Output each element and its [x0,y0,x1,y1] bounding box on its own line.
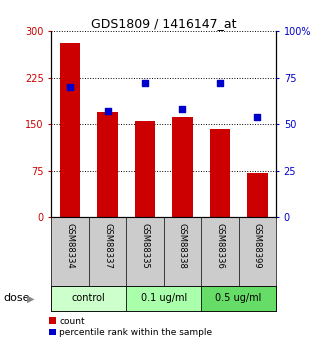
Point [67,84,73,90]
Point [217,80,222,86]
Text: GSM88334: GSM88334 [65,223,74,269]
Text: GSM88337: GSM88337 [103,223,112,269]
Point [143,80,148,86]
Text: GSM88399: GSM88399 [253,223,262,268]
Point [105,108,110,114]
Bar [135,121,155,217]
Legend: count, percentile rank within the sample: count, percentile rank within the sample [49,317,213,337]
Bar [60,43,80,217]
Point [180,107,185,112]
Title: GDS1809 / 1416147_at: GDS1809 / 1416147_at [91,17,237,30]
Text: 0.5 ug/ml: 0.5 ug/ml [215,294,262,303]
Text: GSM88338: GSM88338 [178,223,187,269]
Text: ▶: ▶ [27,294,35,303]
Text: GSM88335: GSM88335 [141,223,150,269]
Text: control: control [72,294,106,303]
Bar [210,129,230,217]
Text: dose: dose [3,294,30,303]
Bar [172,117,193,217]
Bar [51,286,126,310]
Text: GSM88336: GSM88336 [215,223,224,269]
Bar [201,286,276,310]
Bar [97,112,118,217]
Point [255,114,260,119]
Bar [126,286,201,310]
Text: 0.1 ug/ml: 0.1 ug/ml [141,294,187,303]
Bar [247,172,268,217]
